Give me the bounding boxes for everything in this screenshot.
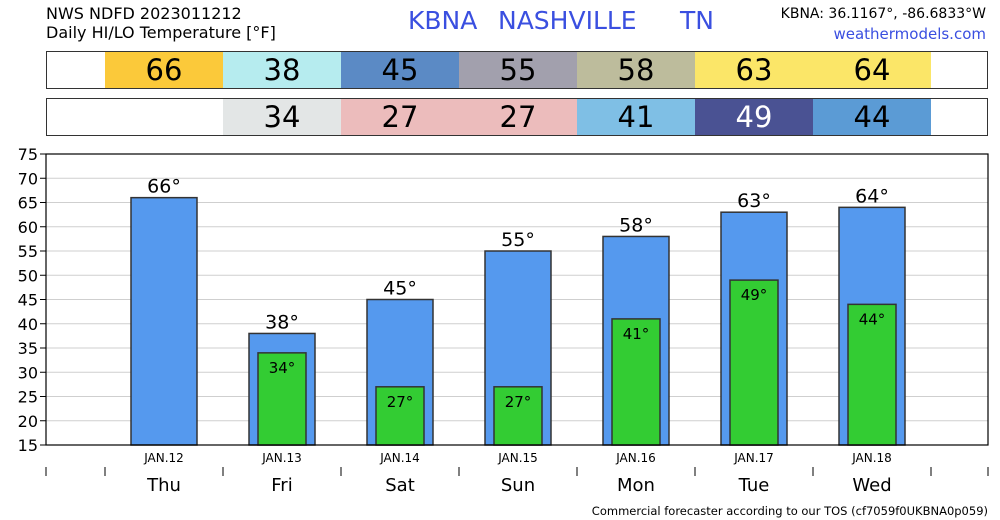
hi-cell: 63 [695, 52, 813, 88]
low-bar [375, 386, 425, 446]
bars: 66° 38° 34° 45° 27° 55° 27° 58° 41° 63° 49° 64° 44° [130, 176, 906, 446]
lo-cell: 27 [341, 99, 459, 135]
y-tick-label: 50 [18, 266, 38, 285]
day-label: Fri [271, 475, 292, 496]
high-temperature-row: 66 38 45 55 58 63 64 [46, 51, 988, 89]
site-link[interactable]: weathermodels.com [833, 25, 986, 43]
hi-cell: 38 [223, 52, 341, 88]
low-bar [611, 318, 661, 446]
high-bar-label: 66° [147, 176, 181, 198]
low-bar-label: 44° [859, 310, 886, 328]
lo-cell: 49 [695, 99, 813, 135]
station-state: TN [680, 6, 714, 35]
day-label: Sat [385, 475, 415, 496]
plot-frame [45, 153, 989, 446]
y-tick-label: 25 [18, 388, 38, 407]
axes: 15 20 25 30 35 40 45 50 55 60 65 70 75 JAN.12 Thu JAN.1… [18, 145, 989, 496]
low-bar-label: 41° [623, 325, 650, 343]
product-title: Daily HI/LO Temperature [°F] [46, 23, 276, 42]
lo-cell: 41 [577, 99, 695, 135]
date-label: JAN.14 [379, 451, 420, 465]
low-bar-label: 49° [741, 286, 768, 304]
day-label: Thu [146, 475, 181, 496]
station-coords: KBNA: 36.1167°, -86.6833°W [780, 6, 986, 22]
high-bar-label: 64° [855, 185, 889, 207]
low-bar [847, 303, 897, 446]
date-label: JAN.12 [143, 451, 184, 465]
high-bar [130, 196, 198, 446]
y-tick-label: 75 [18, 145, 38, 164]
hi-cell: 45 [341, 52, 459, 88]
y-tick-label: 65 [18, 194, 38, 213]
station-city: NASHVILLE [498, 6, 637, 35]
high-bar-label: 55° [501, 229, 535, 251]
lo-cell: 44 [813, 99, 931, 135]
y-tick-label: 30 [18, 363, 38, 382]
date-label: JAN.18 [851, 451, 892, 465]
day-label: Sun [501, 475, 535, 496]
low-bar [729, 279, 779, 446]
y-tick-label: 20 [18, 412, 38, 431]
y-tick-label: 60 [18, 218, 38, 237]
station-title: KBNA NASHVILLE TN [380, 6, 740, 122]
y-tick-label: 35 [18, 339, 38, 358]
date-label: JAN.15 [497, 451, 538, 465]
hi-cell: 55 [459, 52, 577, 88]
day-label: Mon [617, 475, 655, 496]
lo-cell: 27 [459, 99, 577, 135]
lo-cell: 34 [223, 99, 341, 135]
station-info: KBNA: 36.1167°, -86.6833°W weathermodels… [781, 4, 986, 44]
day-label: Tue [738, 475, 770, 496]
date-label: JAN.13 [261, 451, 302, 465]
high-bar-label: 45° [383, 278, 417, 300]
lo-cell [105, 99, 223, 135]
high-bar-label: 58° [619, 214, 653, 236]
high-bar-label: 63° [737, 190, 771, 212]
high-bar-label: 38° [265, 311, 299, 333]
product-line: NWS NDFD 2023011212 [46, 4, 242, 23]
hi-cell: 58 [577, 52, 695, 88]
day-label: Wed [852, 475, 891, 496]
y-tick-label: 70 [18, 169, 38, 188]
low-temperature-row: 34 27 27 41 49 44 [46, 98, 988, 136]
low-bar-label: 27° [505, 393, 532, 411]
y-tick-label: 15 [18, 436, 38, 455]
low-bar [257, 352, 307, 446]
low-bar-label: 27° [387, 393, 414, 411]
y-tick-label: 55 [18, 242, 38, 261]
y-tick-label: 40 [18, 315, 38, 334]
date-label: JAN.16 [615, 451, 656, 465]
y-tick-label: 45 [18, 291, 38, 310]
hi-cell: 64 [813, 52, 931, 88]
station-code: KBNA [408, 6, 478, 35]
hi-cell: 66 [105, 52, 223, 88]
date-label: JAN.17 [733, 451, 774, 465]
footer-note: Commercial forecaster according to our T… [591, 504, 988, 518]
low-bar-label: 34° [269, 359, 296, 377]
product-header: NWS NDFD 2023011212 Daily HI/LO Temperat… [46, 4, 276, 42]
